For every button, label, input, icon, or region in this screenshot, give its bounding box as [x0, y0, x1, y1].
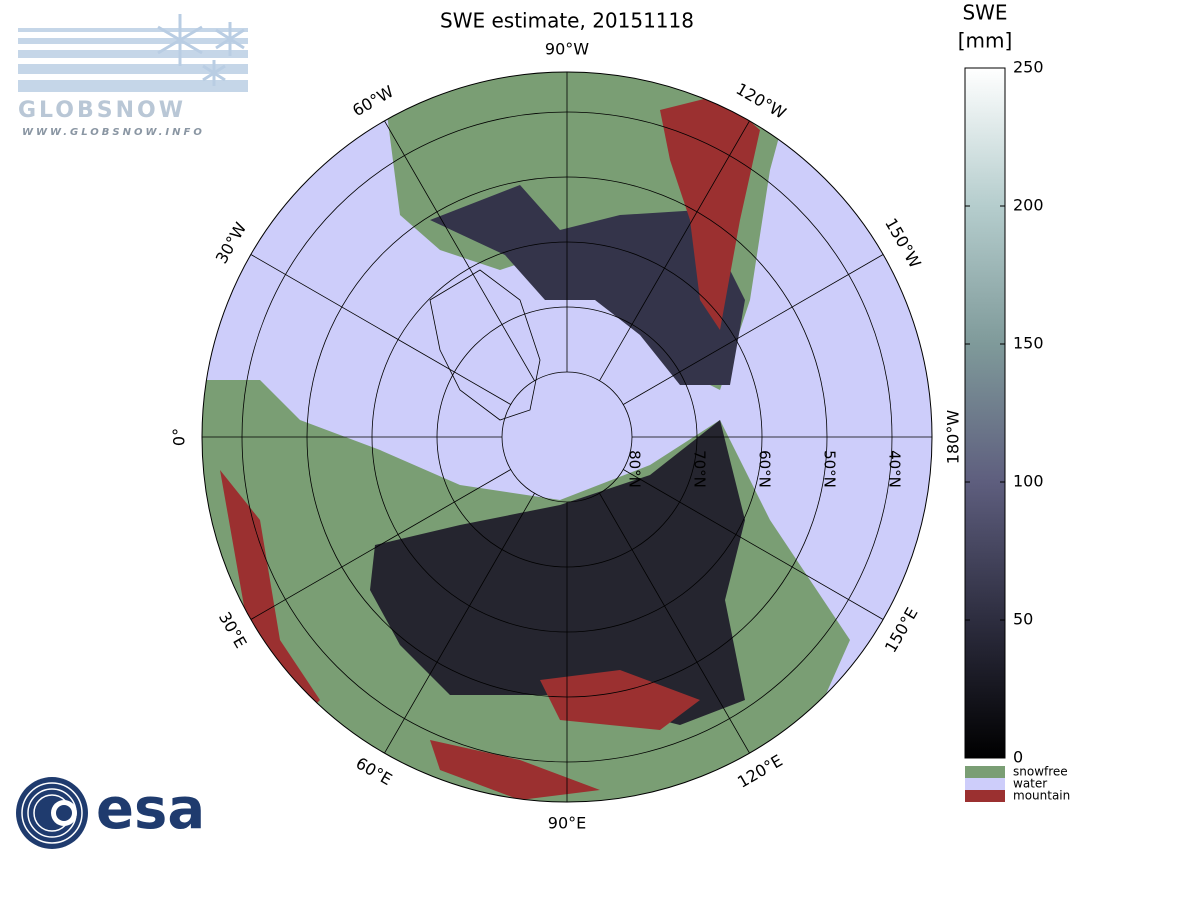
legend-label: water — [1013, 777, 1047, 791]
meridian-label: 90°W — [545, 40, 589, 59]
rockies-mountain — [660, 95, 760, 330]
meridian-label: 0° — [170, 428, 189, 446]
meridian-label: 180°W — [944, 410, 963, 465]
meridian-label: 90°E — [548, 814, 586, 833]
meridian-line — [599, 493, 750, 754]
legend-swatch — [965, 778, 1005, 790]
colorbar-label: SWE — [962, 1, 1007, 25]
greenland-outline — [429, 269, 541, 421]
map-area — [202, 72, 932, 802]
meridian-label: 60°W — [349, 82, 397, 121]
eurasia-snow — [370, 420, 745, 725]
parallel-label: 70°N — [691, 450, 709, 488]
esa-name: esa — [96, 777, 205, 842]
meridian-line — [250, 469, 511, 620]
legend-label: mountain — [1013, 789, 1070, 803]
meridian-line — [623, 469, 884, 620]
globsnow-url: WWW.GLOBSNOW.INFO — [22, 127, 205, 138]
colorbar-tick-label: 100 — [1013, 472, 1044, 491]
meridian-line — [623, 254, 884, 405]
globsnow-logo: GLOBSNOW WWW.GLOBSNOW.INFO — [18, 14, 248, 138]
eurasia-mountain — [220, 470, 700, 800]
north-america-snow — [430, 185, 745, 385]
parallel-label: 40°N — [886, 450, 904, 488]
parallel-label: 50°N — [821, 450, 839, 488]
meridian-label: 30°E — [215, 609, 251, 652]
meridian-line — [384, 120, 535, 381]
legend-label: snowfree — [1013, 765, 1068, 779]
colorbar-ramp — [964, 67, 1006, 759]
meridian-label: 60°E — [353, 753, 396, 789]
legend-swatch — [965, 790, 1005, 802]
map-border — [201, 71, 933, 803]
meridian-line — [384, 493, 535, 754]
colorbar-tick-label: 150 — [1013, 334, 1044, 353]
map-title: SWE estimate, 20151118 — [440, 9, 694, 33]
parallel-label: 80°N — [626, 450, 644, 488]
globsnow-name: GLOBSNOW — [18, 98, 186, 123]
meridian-line — [250, 254, 511, 405]
colorbar-tick-label: 200 — [1013, 196, 1044, 215]
graticule: 80°N 70°N 60°N 50°N 40°N0°30°E60°E90°E120°E1… — [170, 40, 963, 833]
colorbar-unit: [mm] — [958, 29, 1013, 53]
parallel-label: 60°N — [756, 450, 774, 488]
colorbar-tick-label: 250 — [1013, 58, 1044, 77]
colorbar-tick-label: 50 — [1013, 610, 1033, 629]
legend-swatch — [965, 766, 1005, 778]
esa-logo: esa — [16, 777, 205, 849]
colorbar: SWE [mm] — [958, 1, 1013, 759]
meridian-label: 30°W — [212, 219, 251, 267]
meridian-line — [599, 120, 750, 381]
colorbar-tick-label: 0 — [1013, 748, 1023, 767]
colorbar-ticks: 0 50 100 150 200 250 — [965, 58, 1044, 767]
